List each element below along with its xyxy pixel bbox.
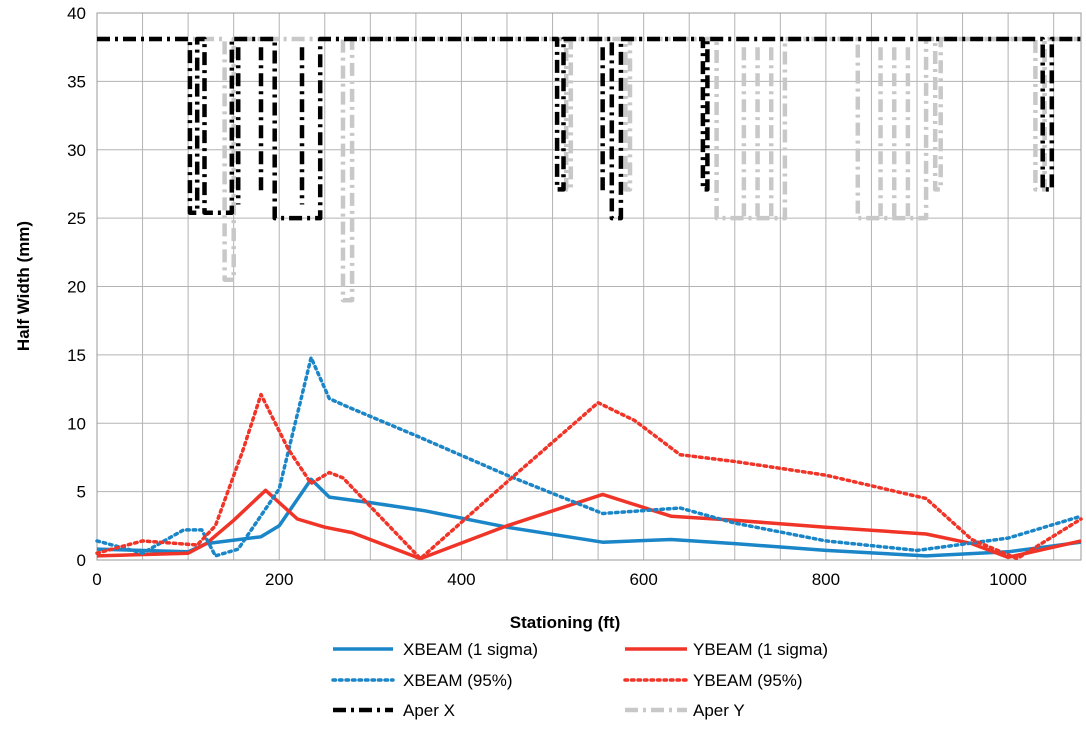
legend: XBEAM (1 sigma) YBEAM (1 sigma) XBEAM (95%… (331, 640, 828, 720)
y-tick-label: 20 (67, 278, 86, 297)
y-tick-label: 15 (67, 346, 86, 365)
legend-label-xbeam-95: XBEAM (95%) (403, 671, 513, 690)
plot-series (95, 36, 1083, 561)
x-tick-label: 200 (265, 570, 293, 589)
y-axis-title: Half Width (mm) (14, 221, 33, 351)
series-line-xbeam-95 (95, 355, 1083, 558)
x-tick-label: 600 (629, 570, 657, 589)
x-tick-label: 800 (812, 570, 840, 589)
legend-label-xbeam-1-sigma: XBEAM (1 sigma) (403, 640, 538, 659)
y-tick-label: 30 (67, 141, 86, 160)
gridlines (96, 12, 1082, 561)
x-tick-label: 0 (92, 570, 101, 589)
y-tick-label: 10 (67, 414, 86, 433)
series-line-xbeam-1-sigma (96, 477, 1082, 558)
y-tick-label: 25 (67, 209, 86, 228)
x-axis-title: Stationing (ft) (510, 613, 620, 632)
x-tick-label: 1000 (989, 570, 1027, 589)
plot-frame (96, 12, 1082, 561)
y-tick-label: 0 (77, 551, 86, 570)
series-line-ybeam-95 (95, 392, 1083, 561)
legend-label-aper-x: Aper X (403, 701, 455, 720)
x-tick-label: 400 (447, 570, 475, 589)
axes: 0 200 400 600 800 1000 0 5 10 15 20 25 30 35 40 (67, 4, 1027, 589)
y-tick-label: 5 (77, 483, 86, 502)
series-line-ybeam-1-sigma (96, 488, 1082, 561)
legend-label-ybeam-95: YBEAM (95%) (693, 671, 803, 690)
series-line-aper-x (97, 36, 1081, 221)
y-tick-label: 35 (67, 72, 86, 91)
series-line-aper-y (97, 36, 1081, 303)
legend-label-ybeam-1-sigma: YBEAM (1 sigma) (693, 640, 828, 659)
legend-label-aper-y: Aper Y (693, 701, 745, 720)
y-tick-label: 40 (67, 4, 86, 23)
